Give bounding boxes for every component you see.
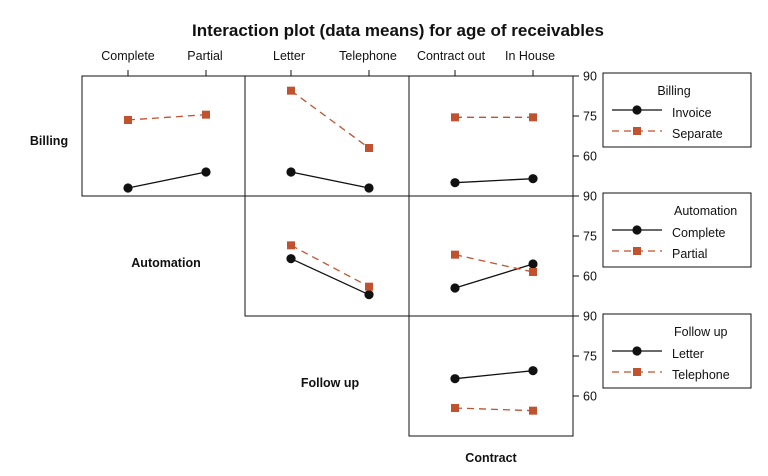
row-label-billing: Billing bbox=[30, 134, 68, 148]
data-point bbox=[287, 86, 295, 95]
y-tick-label: 75 bbox=[583, 110, 597, 124]
series-line bbox=[454, 407, 534, 412]
row-label-automation: Automation bbox=[131, 256, 200, 270]
legend-title: Automation bbox=[674, 204, 737, 218]
legend-item-label: Telephone bbox=[672, 368, 730, 382]
legend-follow-up: Follow up Letter Telephone bbox=[602, 313, 752, 389]
x-axis-ticks bbox=[127, 70, 534, 76]
panel-automation-contract bbox=[408, 195, 574, 317]
series-line bbox=[454, 254, 534, 273]
panel-billing-contract bbox=[408, 75, 574, 197]
legend-item-label: Complete bbox=[672, 226, 726, 240]
legend-item-label: Letter bbox=[672, 347, 704, 361]
column-label-partial: Partial bbox=[187, 49, 222, 63]
y-tick-label: 90 bbox=[583, 70, 597, 84]
legend-swatch-marker bbox=[633, 127, 641, 135]
series-line bbox=[290, 258, 370, 296]
data-point bbox=[450, 178, 460, 188]
data-point bbox=[365, 144, 373, 152]
data-point bbox=[528, 174, 538, 184]
data-point bbox=[123, 183, 133, 193]
series-line bbox=[290, 90, 370, 149]
column-label-in-house: In House bbox=[505, 49, 555, 63]
data-series bbox=[123, 86, 538, 415]
series-line bbox=[127, 114, 207, 121]
y-tick-label: 60 bbox=[583, 270, 597, 284]
data-point bbox=[451, 250, 459, 259]
legend-swatch-marker bbox=[632, 346, 642, 356]
series-line bbox=[290, 244, 370, 288]
legend-billing: Billing Invoice Separate bbox=[602, 72, 752, 148]
series-line bbox=[454, 263, 534, 289]
data-point bbox=[364, 290, 374, 300]
series-line bbox=[454, 370, 534, 380]
data-point bbox=[450, 283, 460, 293]
legend-swatch-marker bbox=[632, 225, 642, 235]
legend-box bbox=[602, 72, 752, 148]
column-label-telephone: Telephone bbox=[339, 49, 397, 63]
legend-automation: Automation Complete Partial bbox=[602, 192, 752, 268]
data-point bbox=[529, 406, 537, 415]
legend-item-label: Partial bbox=[672, 247, 707, 261]
chart-title: Interaction plot (data means) for age of… bbox=[192, 21, 604, 40]
y-tick-label: 60 bbox=[583, 390, 597, 404]
legend-item-label: Invoice bbox=[672, 106, 712, 120]
data-point bbox=[365, 282, 373, 291]
y-tick-label: 90 bbox=[583, 310, 597, 324]
legend-swatch-marker bbox=[632, 105, 642, 115]
series-line bbox=[454, 178, 534, 184]
legend-title: Follow up bbox=[674, 325, 728, 339]
data-point bbox=[451, 404, 459, 412]
panel-billing-automation bbox=[81, 75, 246, 197]
data-point bbox=[529, 113, 537, 122]
data-point bbox=[364, 183, 374, 193]
data-point bbox=[286, 254, 296, 264]
series-line bbox=[127, 171, 207, 189]
legend-swatch-marker bbox=[633, 368, 641, 376]
column-label-contract-out: Contract out bbox=[417, 49, 486, 63]
series-line bbox=[290, 171, 370, 189]
legend-box bbox=[602, 313, 752, 389]
data-point bbox=[287, 241, 295, 250]
data-point bbox=[286, 167, 296, 177]
panel-billing-followup bbox=[244, 75, 410, 197]
y-tick-label: 90 bbox=[583, 190, 597, 204]
y-tick-label: 75 bbox=[583, 230, 597, 244]
row-label-follow-up: Follow up bbox=[301, 376, 360, 390]
panel-followup-contract bbox=[408, 315, 574, 437]
y-axis-ticks: 90 75 60 90 75 60 90 75 60 bbox=[573, 70, 597, 404]
y-tick-label: 75 bbox=[583, 350, 597, 364]
data-point bbox=[528, 366, 538, 376]
y-tick-label: 60 bbox=[583, 150, 597, 164]
column-label-complete: Complete bbox=[101, 49, 155, 63]
data-point bbox=[201, 167, 211, 177]
data-point bbox=[450, 374, 460, 384]
data-point bbox=[124, 116, 132, 124]
legend-title: Billing bbox=[657, 84, 690, 98]
data-point bbox=[451, 113, 459, 122]
data-point bbox=[528, 259, 538, 269]
bottom-label-contract: Contract bbox=[465, 451, 517, 465]
legend-item-label: Separate bbox=[672, 127, 723, 141]
column-label-letter: Letter bbox=[273, 49, 305, 63]
legend-box bbox=[602, 192, 752, 268]
panel-automation-followup bbox=[244, 195, 410, 317]
data-point bbox=[529, 268, 537, 276]
legend-swatch-marker bbox=[633, 247, 641, 255]
data-point bbox=[202, 110, 210, 119]
